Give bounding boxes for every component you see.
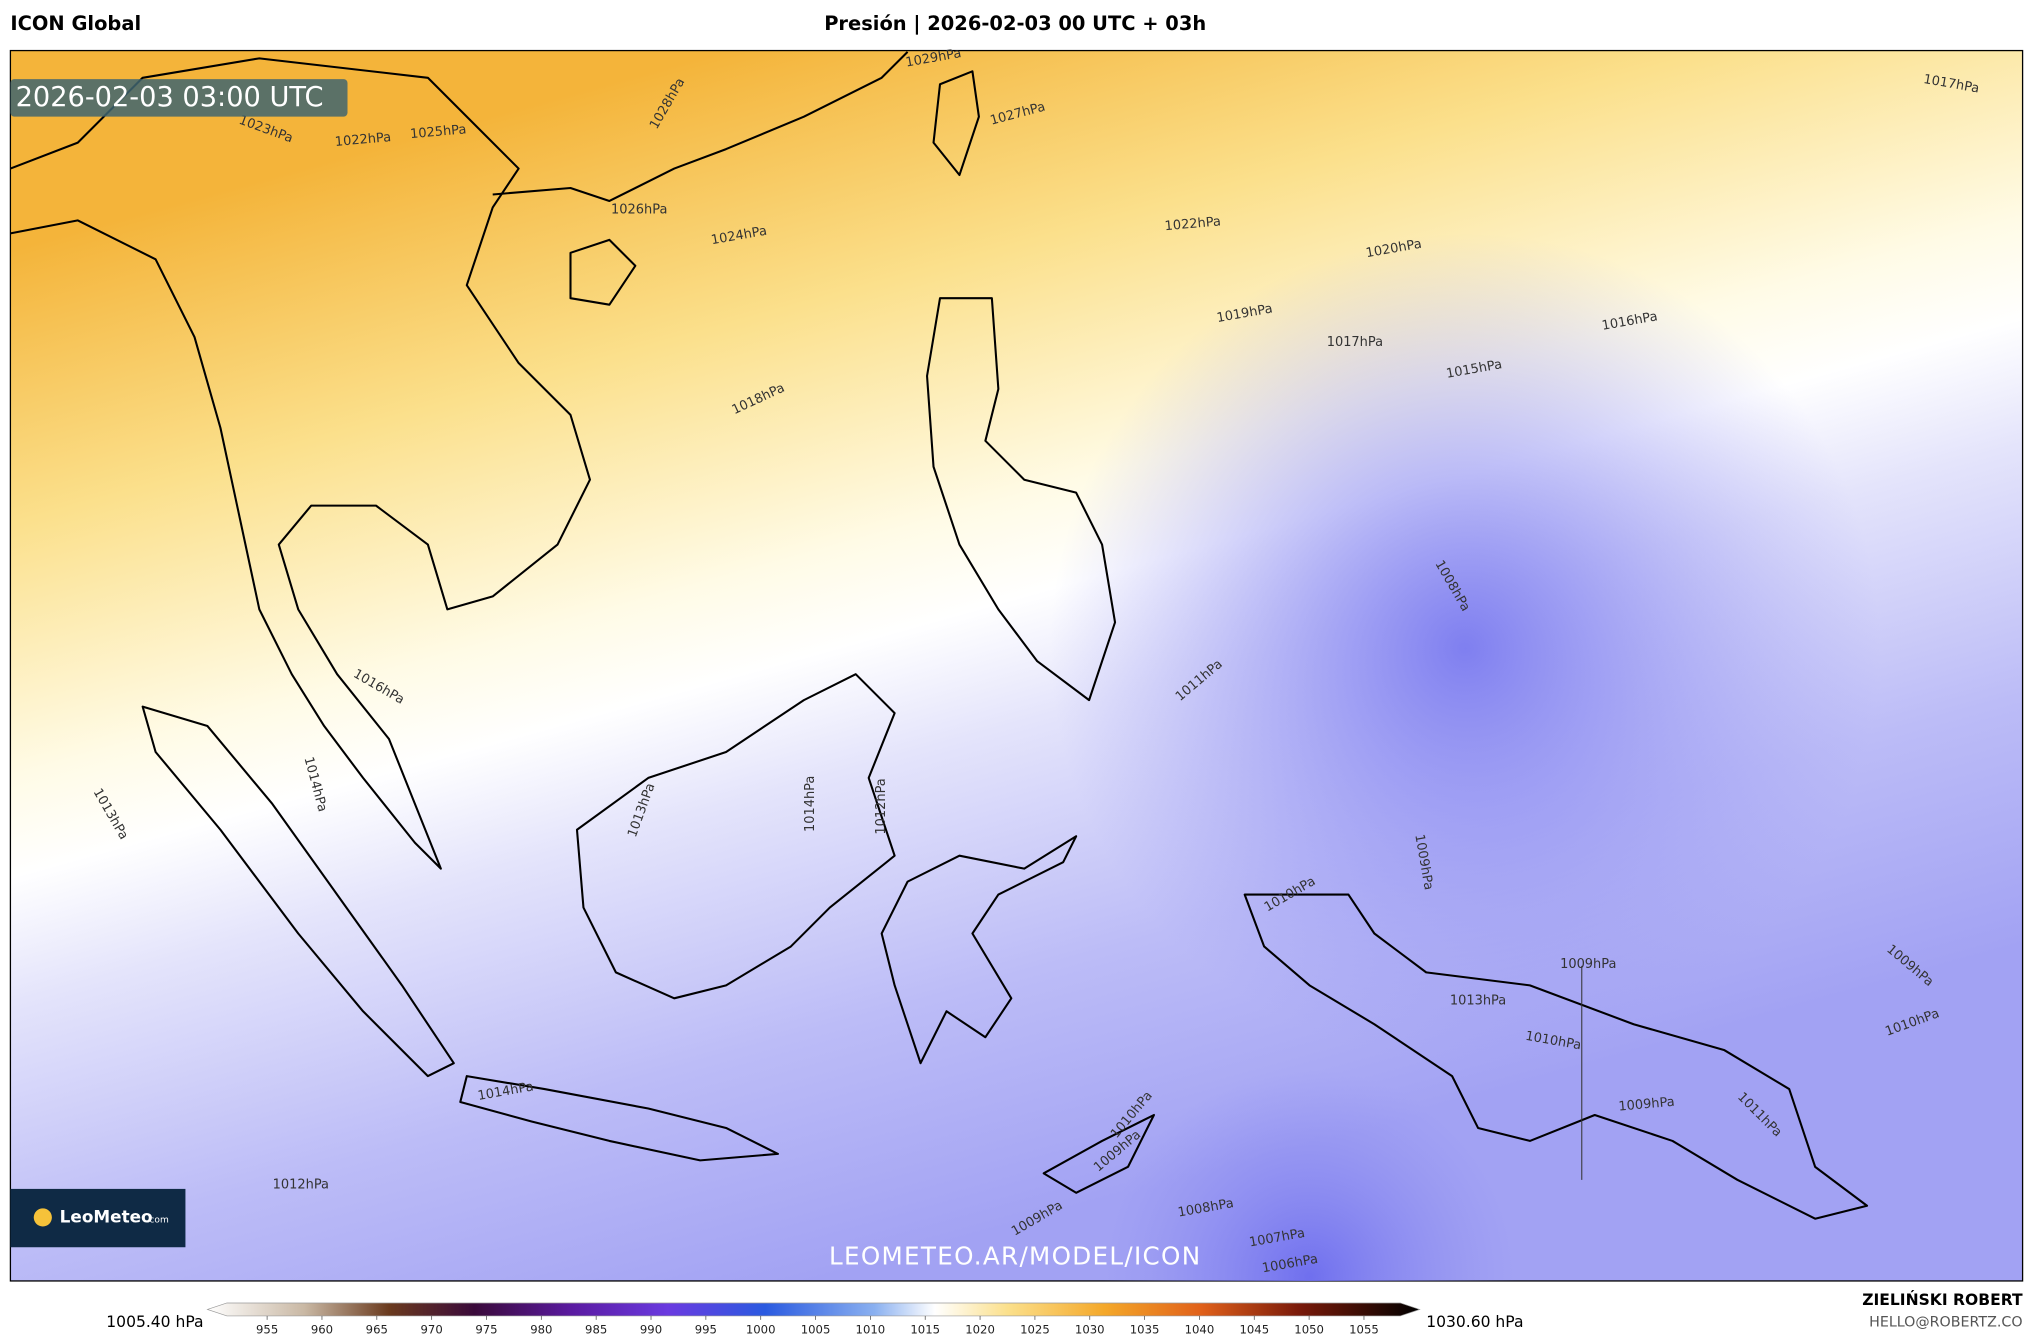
colorbar-tick-label: 985 [585,1323,607,1337]
colorbar-tick-label: 970 [421,1323,443,1337]
colorbar-tick-label: 1040 [1185,1323,1215,1337]
isobar-label: 1025hPa [410,122,467,142]
timestamp-box [10,79,348,117]
isobar-label: 1026hPa [611,203,667,218]
logo-suffix: .com [147,1216,169,1226]
legend-min: 1005.40 hPa [106,1313,203,1331]
model-name: ICON Global [10,12,141,35]
colorbar-tick-label: 1020 [965,1323,995,1337]
colorbar-ticks: 955 960 965 970 975 980 985 990 995 1000 1005 1010 1… [256,1315,1379,1337]
logo-name: LeoMeteo [60,1206,153,1226]
colorbar-tick-label: 1005 [801,1323,831,1337]
low-pressure [10,50,2023,1281]
logo-sun [33,1208,52,1227]
isobar-label: 1012hPa [874,778,889,834]
colorbar-tick-label: 1025 [1020,1323,1050,1337]
watermark: LEOMETEO.AR/MODEL/ICON [829,1242,1201,1271]
colorbar-tick-label: 965 [366,1323,388,1337]
isobar-label: 1017hPa [1327,335,1383,350]
colorbar-tick-label: 1055 [1349,1323,1379,1337]
colorbar-tick-label: 990 [640,1323,662,1337]
colorbar-tick-label: 1050 [1294,1323,1324,1337]
isobar-label: 1022hPa [334,130,391,150]
isobar-label: 1022hPa [1164,214,1221,234]
colorbar-tick-label: 960 [311,1323,333,1337]
colorbar-tick-label: 995 [695,1323,717,1337]
email: HELLO@ROBERTZ.CO [1869,1314,2022,1330]
author: ZIELIŃSKI ROBERT [1862,1290,2023,1309]
colorbar-tick-label: 1030 [1075,1323,1105,1337]
title: Presión | 2026-02-03 00 UTC + 03h [824,12,1206,35]
isobar-label: 1009hPa [1618,1095,1675,1115]
coastlines [10,51,1869,1220]
colorbar-tick-label: 1035 [1130,1323,1160,1337]
colorbar-tick-label: 1000 [746,1323,776,1337]
colorbar-tick-label: 1045 [1239,1323,1269,1337]
colorbar-tick-label: 980 [530,1323,552,1337]
colorbar-tick-label: 1015 [910,1323,940,1337]
colorbar-tick-label: 955 [256,1323,278,1337]
isobar-label: 1013hPa [1450,993,1506,1008]
colorbar-tick-label: 1010 [856,1323,886,1337]
isobar-label: 1012hPa [273,1178,329,1193]
legend-max: 1030.60 hPa [1426,1313,1523,1331]
isobar-label: 1009hPa [1560,957,1616,972]
colorbar-tick-label: 975 [475,1323,497,1337]
timestamp: 2026-02-03 03:00 UTC [16,82,324,113]
isobar-label: 1014hPa [803,776,818,832]
colorbar [206,1302,1421,1317]
